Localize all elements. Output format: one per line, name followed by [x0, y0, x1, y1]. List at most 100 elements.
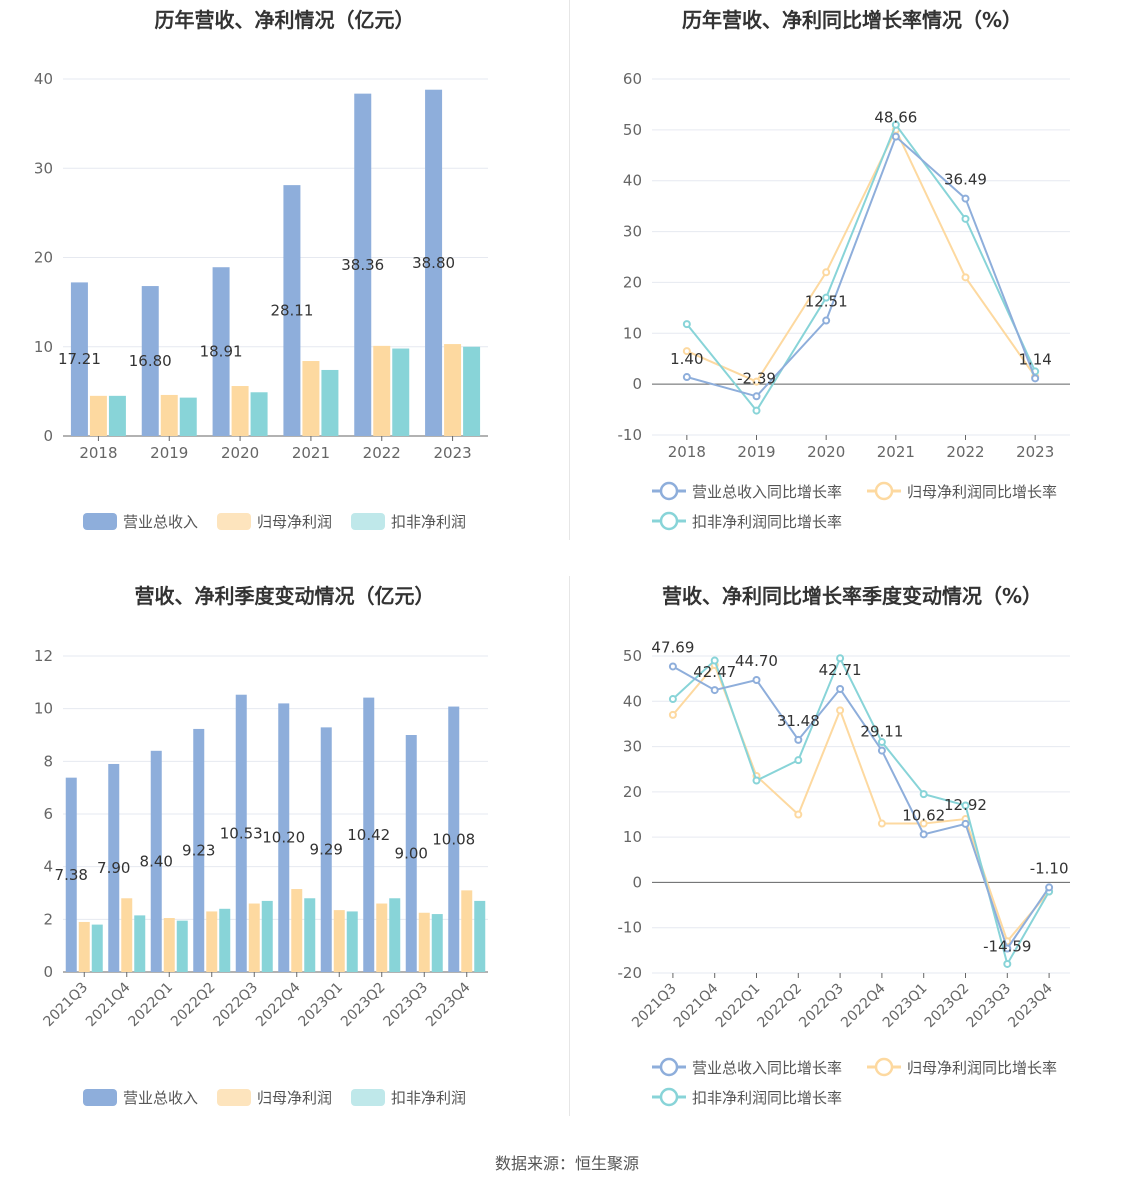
data-point: [961, 214, 970, 223]
x-tick-label: 2022Q1: [713, 981, 764, 1032]
series-line: [686, 122, 1037, 413]
bar-归母净利润: [163, 918, 175, 972]
x-tick-label: 2023Q3: [964, 981, 1015, 1032]
y-tick-label: 0: [632, 375, 642, 393]
bar-营业总收入: [448, 706, 460, 972]
legend-label: 营业总收入: [123, 1089, 198, 1107]
data-label: -1.10: [1030, 859, 1069, 877]
bar-扣非净利润: [134, 915, 146, 972]
y-tick-label: 10: [623, 324, 642, 342]
data-point: [822, 316, 831, 325]
legend-swatch: [217, 1089, 251, 1106]
x-tick-label: 2020: [221, 444, 259, 462]
y-tick-label: 50: [623, 647, 642, 665]
x-tick-label: 2022: [946, 443, 984, 461]
data-point: [919, 790, 928, 799]
bar-营业总收入: [193, 728, 205, 972]
bar-营业总收入: [425, 89, 443, 437]
data-point: [836, 654, 845, 663]
x-tick-label: 2021Q4: [671, 980, 722, 1031]
legend-swatch: [83, 1089, 117, 1106]
bar-营业总收入: [108, 763, 120, 972]
legend-marker: [659, 511, 679, 531]
quarterly-growth-panel: 营收、净利同比增长率季度变动情况（%） -20 -10 0 10 20 30 40 50 47.…: [570, 576, 1134, 1136]
x-tick-label: 2023Q1: [880, 981, 931, 1032]
bar-归母净利润: [121, 898, 133, 972]
data-point: [710, 656, 719, 665]
y-tick-label: 30: [34, 159, 53, 177]
data-point: [961, 819, 970, 828]
vertical-divider-top: [569, 0, 570, 540]
y-tick-label: 8: [43, 752, 53, 770]
data-point: [752, 377, 761, 386]
vertical-divider-bottom: [569, 576, 570, 1116]
data-label: 12.92: [944, 796, 987, 814]
data-point: [1003, 944, 1012, 953]
data-point: [710, 686, 719, 695]
legend-swatch: [351, 513, 385, 530]
bar-营业总收入: [320, 727, 332, 972]
legend-label: 归母净利润同比增长率: [907, 483, 1057, 501]
x-tick-label: 2023Q4: [423, 979, 474, 1030]
bar-营业总收入: [363, 697, 375, 972]
x-tick-label: 2021: [877, 443, 915, 461]
series-line: [672, 663, 1050, 944]
x-tick-label: 2023Q1: [295, 980, 346, 1031]
x-tick-label: 2023Q2: [338, 980, 389, 1031]
bar-营业总收入: [150, 750, 162, 972]
bar-营业总收入: [70, 282, 88, 436]
data-point: [1031, 374, 1040, 383]
data-source-note: 数据来源：恒生聚源: [494, 1154, 639, 1173]
chart-title: 历年营收、净利同比增长率情况（%）: [681, 8, 1023, 32]
data-label: 9.29: [310, 841, 343, 859]
bar-归母净利润: [291, 889, 303, 972]
bar-扣非净利润: [474, 900, 486, 972]
data-point: [961, 273, 970, 282]
annual-growth-chart: -10 0 10 20 30 40 50 60 1.40 -2.39 12.51 48.66 36.49…: [618, 70, 1070, 531]
y-tick-label: 30: [623, 738, 642, 756]
series-line: [672, 665, 1050, 951]
x-tick-label: 2022Q3: [796, 981, 847, 1032]
bar-营业总收入: [405, 735, 417, 972]
legend-swatch: [217, 513, 251, 530]
data-label: 44.70: [735, 652, 778, 670]
y-tick-label: 20: [34, 249, 53, 267]
x-tick-label: 2021Q3: [40, 980, 91, 1031]
bar-归母净利润: [444, 344, 462, 436]
data-label: 36.49: [944, 171, 987, 189]
x-tick-label: 2021Q4: [83, 979, 134, 1030]
bar-归母净利润: [373, 345, 391, 436]
data-point: [877, 819, 886, 828]
bar-扣非净利润: [392, 348, 410, 436]
data-point: [1003, 959, 1012, 968]
bar-营业总收入: [235, 694, 247, 972]
data-label: 10.42: [347, 826, 390, 844]
y-tick-label: 0: [632, 873, 642, 891]
data-point: [668, 695, 677, 704]
x-tick-label: 2022Q3: [210, 980, 261, 1031]
bar-归母净利润: [231, 386, 249, 436]
x-tick-label: 2021Q3: [629, 981, 680, 1032]
bar-扣非净利润: [389, 898, 401, 972]
data-label: 8.40: [140, 852, 173, 870]
data-label: 9.23: [182, 841, 215, 859]
data-point: [919, 830, 928, 839]
data-point: [961, 801, 970, 810]
x-tick-label: 2018: [668, 443, 706, 461]
legend-marker: [874, 481, 894, 501]
data-label: 10.62: [902, 806, 945, 824]
chart-title: 历年营收、净利情况（亿元）: [154, 8, 415, 32]
series-line: [686, 134, 1037, 398]
data-label: 7.38: [55, 866, 88, 884]
y-tick-label: 4: [43, 858, 53, 876]
bar-扣非净利润: [91, 924, 103, 972]
bar-营业总收入: [354, 93, 372, 437]
data-label: 28.11: [270, 302, 313, 320]
bar-归母净利润: [302, 361, 320, 436]
bar-营业总收入: [283, 185, 301, 436]
data-label: -14.59: [983, 938, 1031, 956]
data-label: 1.14: [1018, 350, 1051, 368]
data-point: [752, 776, 761, 785]
data-point: [668, 662, 677, 671]
data-label: 17.21: [58, 350, 101, 368]
